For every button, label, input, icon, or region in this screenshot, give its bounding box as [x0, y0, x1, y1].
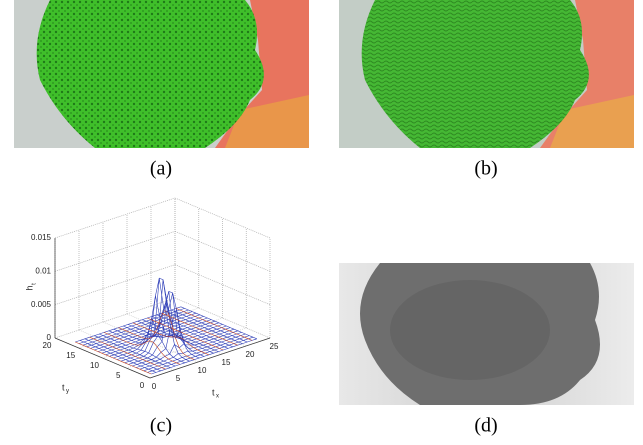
caption: (b) — [474, 158, 497, 180]
mesh-line — [147, 317, 224, 351]
z-tick-label: 0.015 — [31, 233, 52, 242]
mesh-line — [123, 290, 200, 359]
x-tick-label: 10 — [198, 366, 207, 375]
z-tick-label: 0.01 — [35, 266, 51, 275]
y-tick-label: 15 — [66, 351, 75, 360]
z-axis-label: h — [24, 285, 34, 290]
mesh-line — [151, 316, 229, 349]
mesh-line — [113, 277, 190, 362]
y-tick-label: 5 — [116, 371, 121, 380]
x-tick-label: 20 — [246, 350, 255, 359]
y-tick-label: 20 — [43, 341, 52, 350]
caption: (a) — [150, 158, 172, 180]
z-tick-label: 0.005 — [31, 300, 52, 309]
y-axis-label-sub: y — [66, 389, 69, 395]
x-axis-label-sub: x — [216, 394, 219, 400]
mesh-line — [94, 335, 171, 368]
mesh-line — [84, 338, 161, 372]
image-a — [14, 0, 309, 148]
mesh-line — [132, 322, 209, 356]
caption: (c) — [150, 415, 172, 437]
mesh-line — [99, 333, 176, 367]
y-axis-label: t — [62, 382, 65, 392]
mesh-line — [127, 324, 205, 357]
mesh-line — [89, 336, 166, 370]
image-d — [339, 263, 634, 405]
mesh-line — [137, 320, 214, 354]
mesh-line — [79, 340, 157, 373]
mesh-line — [118, 310, 195, 360]
mesh-line — [142, 319, 219, 352]
mesh-line — [108, 330, 185, 364]
mesh-line — [103, 332, 181, 365]
grid-line — [54, 231, 176, 272]
mesh-line — [156, 314, 233, 348]
z-axis-label-sub: t — [32, 283, 38, 285]
y-tick-label: 10 — [90, 361, 99, 370]
axis-line — [149, 337, 271, 379]
axis-line — [54, 337, 151, 379]
z-tick-label: 0 — [47, 333, 52, 342]
grid-line — [174, 264, 271, 305]
y-tick-label: 0 — [140, 381, 145, 390]
grid-line — [54, 197, 176, 239]
x-tick-label: 5 — [176, 374, 181, 383]
grid-line — [54, 264, 176, 305]
mesh-line — [166, 311, 243, 344]
x-tick-label: 25 — [270, 342, 279, 351]
mesh-line — [75, 341, 152, 375]
caption: (d) — [474, 415, 497, 437]
mesh-line — [180, 306, 257, 340]
mesh-line — [171, 309, 248, 343]
x-tick-label: 15 — [222, 358, 231, 367]
x-tick-label: 0 — [152, 382, 157, 391]
mesh-line — [175, 308, 253, 341]
x-axis-label: t — [212, 387, 215, 397]
mesh-line — [161, 312, 238, 346]
image-b — [339, 0, 634, 148]
